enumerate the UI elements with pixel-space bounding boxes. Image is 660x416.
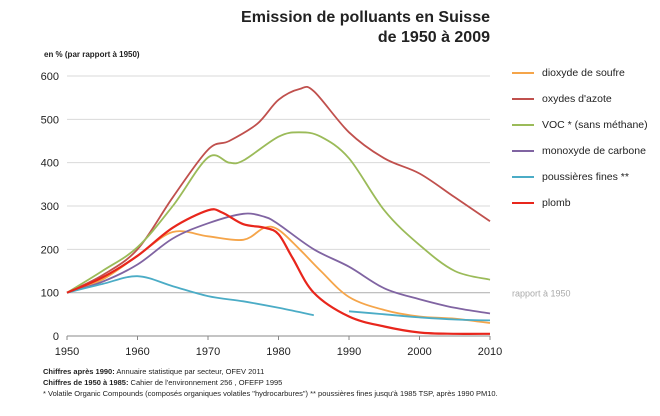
x-tick-label: 1950 [55, 346, 79, 358]
y-tick-label: 200 [41, 244, 59, 256]
footnote-2-bold: Chiffres de 1950 à 1985: [43, 378, 129, 387]
legend-item: poussières fines ** [512, 170, 648, 196]
footnote-3: * Volatile Organic Compounds (composés o… [43, 389, 498, 398]
legend-label: plomb [542, 197, 571, 209]
legend-item: oxydes d'azote [512, 92, 648, 118]
y-tick-label: 0 [53, 331, 59, 343]
x-tick-label: 1960 [125, 346, 149, 358]
footnote-1-bold: Chiffres après 1990: [43, 367, 115, 376]
x-tick-label: 2010 [478, 346, 502, 358]
y-tick-label: 500 [41, 114, 59, 126]
chart-title-line2: de 1950 à 2009 [377, 29, 490, 46]
y-axis-unit-label: en % (par rapport à 1950) [44, 50, 140, 59]
legend-label: oxydes d'azote [542, 93, 612, 105]
legend-item: dioxyde de soufre [512, 66, 648, 92]
x-tick-label: 2000 [407, 346, 431, 358]
x-tick-label: 1990 [337, 346, 361, 358]
legend-item: plomb [512, 196, 648, 222]
legend-label: poussières fines ** [542, 171, 629, 183]
x-tick-label: 1980 [266, 346, 290, 358]
legend-label: monoxyde de carbone [542, 145, 646, 157]
y-tick-label: 400 [41, 158, 59, 170]
x-tick-label: 1970 [196, 346, 220, 358]
y-tick-label: 600 [41, 71, 59, 83]
series-line-monoxyde-de-carbone [66, 212, 491, 315]
footnote-1-text: Annuaire statistique par secteur, OFEV 2… [114, 367, 265, 376]
footnote-1: Chiffres après 1990: Annuaire statistiqu… [43, 366, 498, 377]
legend-item: VOC * (sans méthane) [512, 118, 648, 144]
legend-swatch [512, 202, 534, 205]
footnote-2: Chiffres de 1950 à 1985: Cahier de l'env… [43, 377, 498, 388]
legend-swatch [512, 98, 534, 101]
series-line-poussieres-fines-pm10 [348, 310, 491, 322]
legend-label: VOC * (sans méthane) [542, 119, 648, 131]
y-tick-label: 100 [41, 288, 59, 300]
series-line-voc-sans-m-thane [66, 131, 491, 294]
legend-swatch [512, 72, 534, 75]
series-line-plomb [66, 208, 491, 335]
chart-title-line1: Emission de polluants en Suisse [241, 9, 490, 26]
legend-swatch [512, 176, 534, 179]
series-line-poussi-res-fines [66, 275, 314, 317]
chart-title: Emission de polluants en Suisse de 1950 … [190, 8, 490, 48]
y-tick-label: 300 [41, 201, 59, 213]
legend-item: monoxyde de carbone [512, 144, 648, 170]
legend-swatch [512, 124, 534, 127]
legend: dioxyde de soufre oxydes d'azote VOC * (sa… [512, 66, 648, 222]
footnote-2-text: Cahier de l'environnement 256 , OFEFP 19… [128, 378, 283, 387]
reference-line-label: rapport à 1950 [512, 289, 571, 299]
legend-swatch [512, 150, 534, 153]
legend-label: dioxyde de soufre [542, 67, 625, 79]
footnotes: Chiffres après 1990: Annuaire statistiqu… [43, 366, 498, 399]
